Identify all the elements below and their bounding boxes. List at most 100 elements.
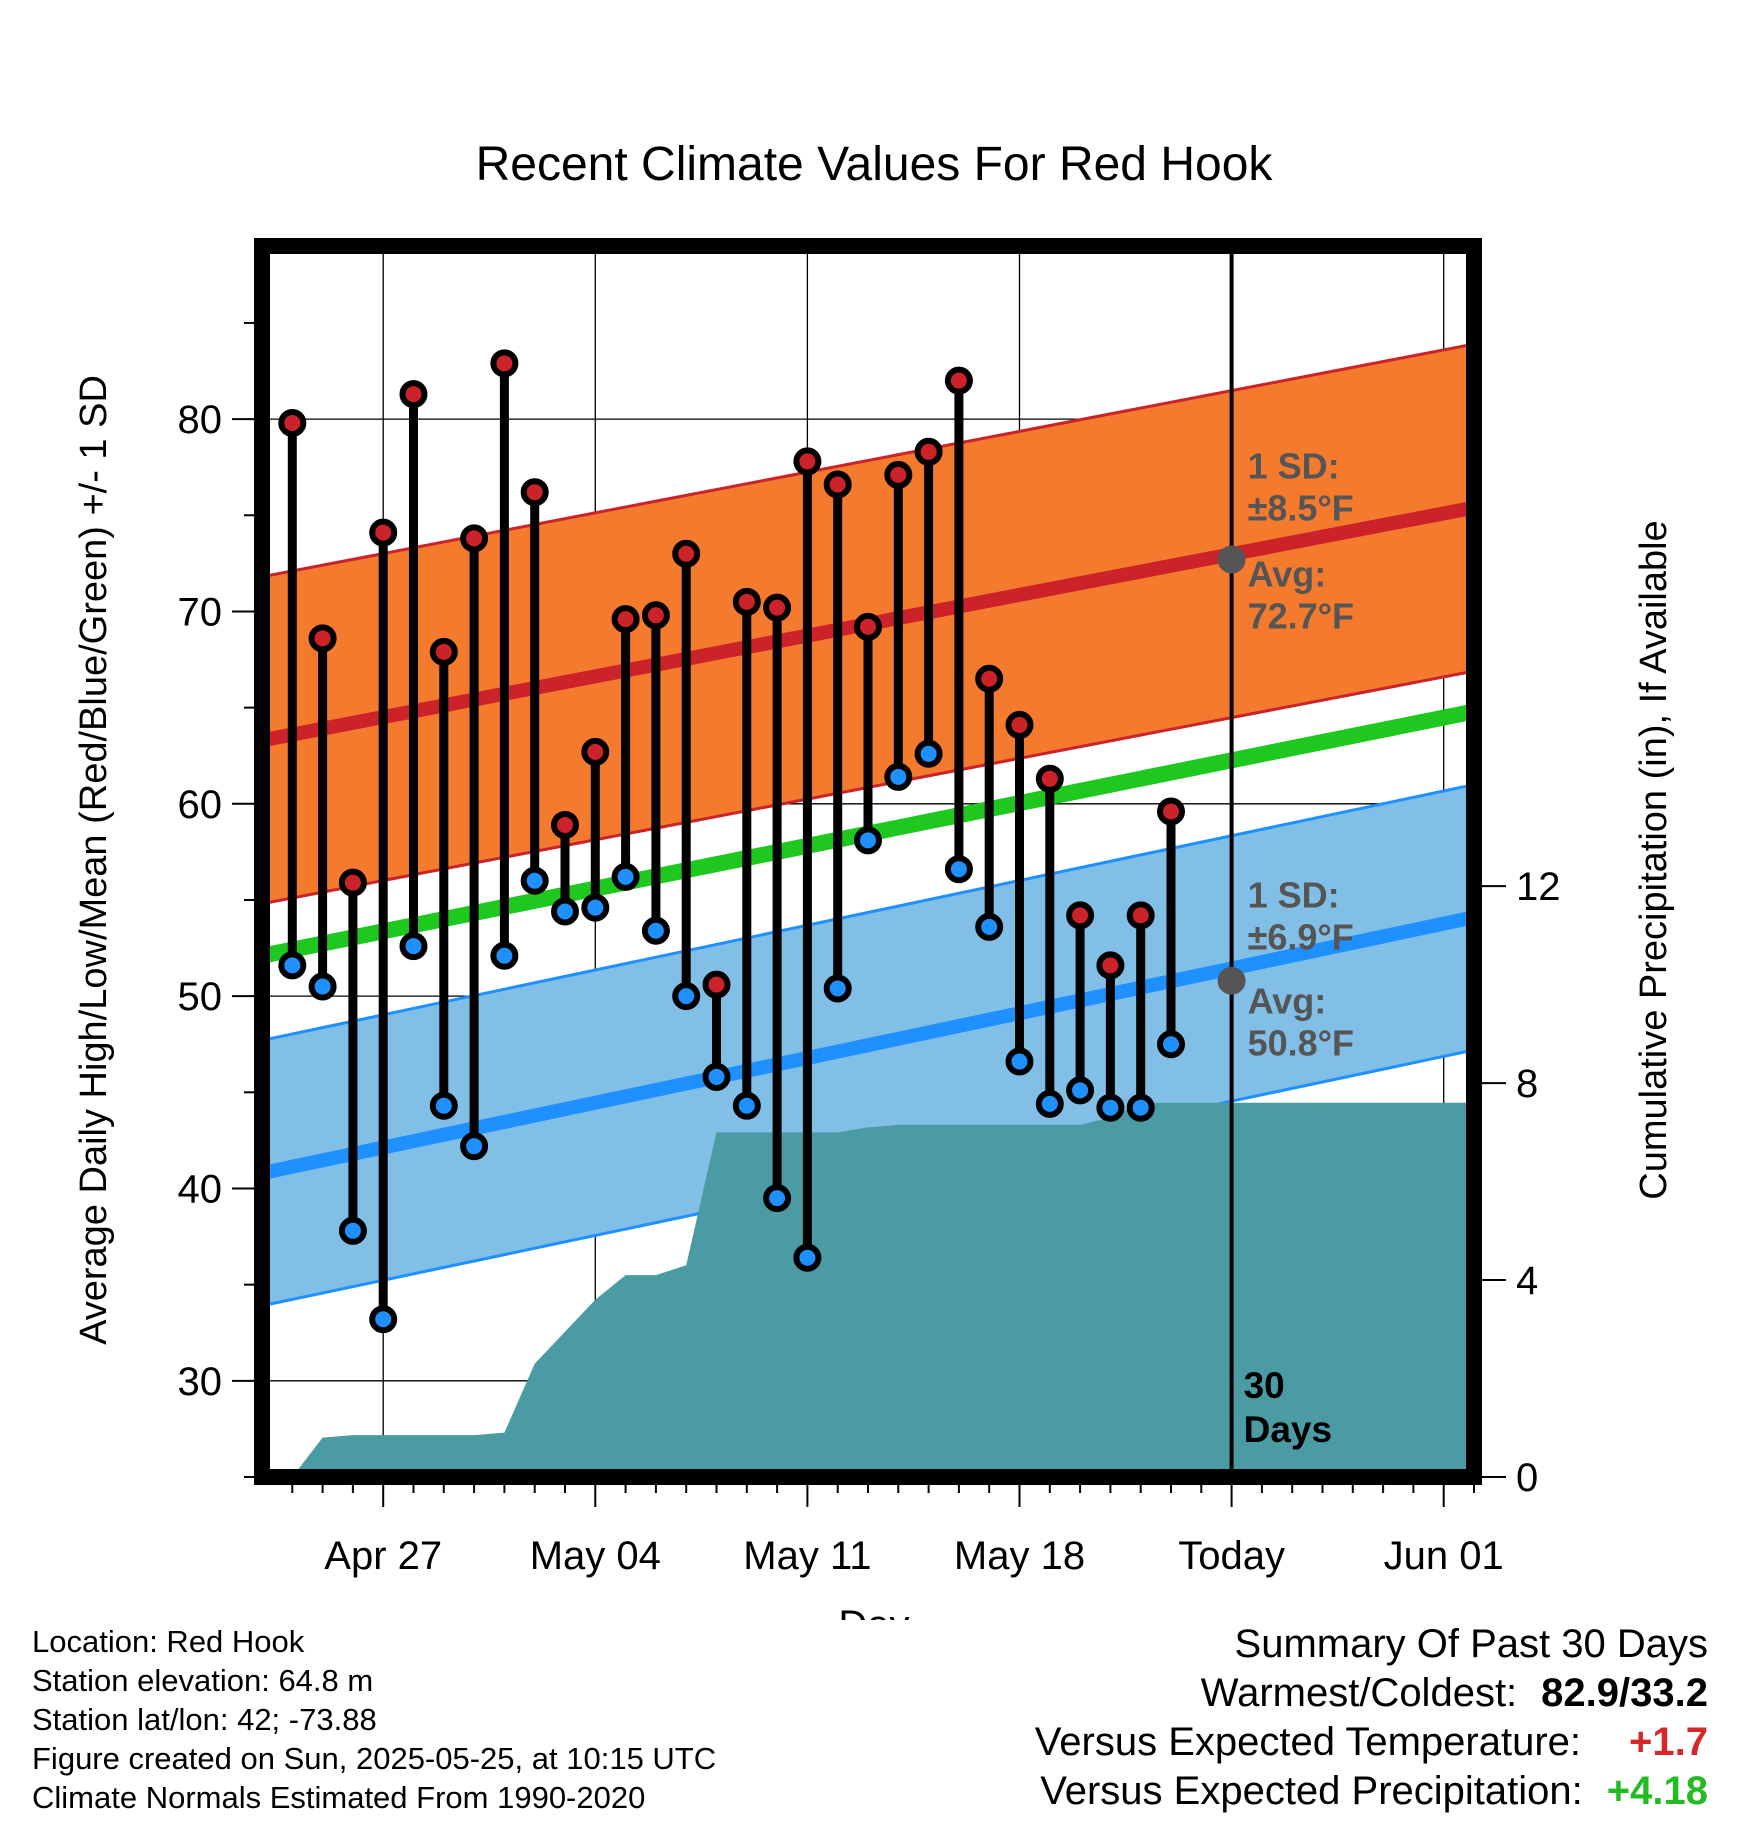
high-sd-annotation: 1 SD: ±8.5°F <box>1248 446 1354 529</box>
daily-high-point <box>611 605 640 634</box>
daily-low-point <box>975 912 1004 941</box>
daily-high-point <box>460 524 489 553</box>
daily-low-point <box>490 941 519 970</box>
daily-high-point <box>278 408 307 437</box>
y-tick-label: 80 <box>178 398 223 442</box>
daily-low-point <box>1096 1093 1125 1122</box>
daily-low-point <box>369 1305 398 1334</box>
x-tick-label: Apr 27 <box>324 1534 442 1578</box>
daily-high-point <box>884 460 913 489</box>
daily-low-point <box>763 1184 792 1213</box>
daily-high-point <box>1126 901 1155 930</box>
low-normal-avg-line <box>262 910 1474 1180</box>
precip-label: Versus Expected Precipitation: <box>1040 1769 1583 1813</box>
x-tick-label: May 04 <box>530 1534 661 1578</box>
temp-anomaly-value: +1.7 <box>1629 1720 1708 1764</box>
daily-high-point <box>944 366 973 395</box>
daily-low-point <box>823 974 852 1003</box>
daily-low-point <box>338 1216 367 1245</box>
summary-warmest-coldest: Warmest/Coldest: 82.9/33.2 <box>1035 1669 1708 1718</box>
daily-low-point <box>854 826 882 855</box>
daily-high-point <box>854 612 882 641</box>
plot-inner: 1 SD: ±8.5°F Avg: 72.7°F 1 SD: ±6.9°F Avg: 50.8… <box>262 246 1474 1477</box>
daily-low-point <box>944 855 973 884</box>
daily-low-point <box>460 1132 489 1161</box>
y-tick-label: 40 <box>178 1167 223 1211</box>
y2-axis-label: Cumulative Precipitation (in), If Availa… <box>1633 520 1675 1199</box>
daily-low-point <box>641 916 670 945</box>
summary-panel: Summary Of Past 30 Days Warmest/Coldest:… <box>1035 1620 1708 1816</box>
low-avg-annotation: Avg: 50.8°F <box>1248 980 1354 1063</box>
daily-low-point <box>611 862 640 891</box>
daily-low-point <box>1005 1047 1034 1076</box>
daily-high-point <box>308 624 337 653</box>
daily-high-point <box>490 349 519 378</box>
y-tick-label: 50 <box>178 975 223 1019</box>
summary-heading: Summary Of Past 30 Days <box>1234 1622 1708 1666</box>
temp-label: Versus Expected Temperature: <box>1034 1720 1582 1764</box>
daily-low-point <box>581 893 610 922</box>
daily-low-point <box>732 1091 761 1120</box>
y-tick-label: 60 <box>178 783 223 827</box>
daily-high-point <box>399 380 428 409</box>
warmest-coldest-value: 82.9/33.2 <box>1541 1671 1708 1715</box>
daily-high-point <box>732 587 761 616</box>
y2-tick-label: 0 <box>1516 1456 1538 1500</box>
daily-high-point <box>914 437 943 466</box>
daily-high-point <box>1157 797 1185 826</box>
precip-anomaly-value: +4.18 <box>1606 1769 1708 1813</box>
high-avg-annotation: Avg: 72.7°F <box>1248 553 1354 636</box>
x-tick-label: Jun 01 <box>1384 1534 1504 1578</box>
daily-high-point <box>338 868 367 897</box>
warmest-coldest-label: Warmest/Coldest: <box>1200 1671 1518 1715</box>
y2-tick-label: 12 <box>1516 865 1561 909</box>
daily-high-point <box>702 970 731 999</box>
daily-low-point <box>884 762 913 791</box>
daily-low-point <box>914 739 943 768</box>
daily-low-point <box>702 1062 731 1091</box>
daily-low-point <box>1157 1030 1185 1059</box>
plot-area: 1 SD: ±8.5°F Avg: 72.7°F 1 SD: ±6.9°F Avg: 50.8… <box>178 238 1561 1578</box>
x-tick-label: May 11 <box>743 1534 871 1578</box>
location-text: Location: Red Hook <box>32 1624 305 1659</box>
y2-tick-label: 8 <box>1516 1062 1538 1106</box>
daily-low-point <box>1126 1093 1155 1122</box>
daily-high-point <box>581 737 610 766</box>
y-tick-label: 70 <box>178 590 223 634</box>
daily-low-point <box>1035 1089 1064 1118</box>
summary-precipitation: Versus Expected Precipitation: +4.18 <box>1035 1767 1708 1816</box>
x-axis-label: Day <box>838 1603 909 1620</box>
daily-high-point <box>672 539 701 568</box>
daily-high-point <box>975 664 1004 693</box>
daily-low-point <box>672 982 701 1011</box>
daily-low-point <box>1066 1076 1095 1105</box>
daily-high-point <box>763 593 792 622</box>
daily-low-point <box>551 897 579 926</box>
today-low-avg-marker <box>1217 966 1246 995</box>
chart-title: Recent Climate Values For Red Hook <box>476 138 1274 191</box>
normals-text: Climate Normals Estimated From 1990-2020 <box>32 1780 646 1815</box>
daily-high-point <box>369 518 398 547</box>
daily-low-point <box>399 932 428 961</box>
y-tick-label: 30 <box>178 1360 223 1404</box>
station-info: Location: Red Hook Station elevation: 64… <box>32 1622 716 1817</box>
daily-high-point <box>551 810 579 839</box>
daily-high-point <box>641 601 670 630</box>
daily-low-point <box>520 866 549 895</box>
daily-high-point <box>1096 951 1125 980</box>
plot-frame <box>254 238 1482 1485</box>
daily-high-point <box>520 478 549 507</box>
daily-high-point <box>1066 901 1095 930</box>
today-high-avg-marker <box>1217 545 1246 574</box>
x-tick-label: May 18 <box>954 1534 1085 1578</box>
daily-low-point <box>429 1091 458 1120</box>
y2-tick-label: 4 <box>1516 1259 1538 1303</box>
low-normal-band-upper-edge <box>262 783 1474 1042</box>
daily-high-point <box>823 470 852 499</box>
daily-high-point <box>793 447 822 476</box>
today-window-annotation: 30 Days <box>1244 1365 1332 1450</box>
precipitation-area <box>292 1102 1474 1477</box>
latlon-text: Station lat/lon: 42; -73.88 <box>32 1702 377 1737</box>
daily-high-point <box>1005 710 1034 739</box>
low-sd-annotation: 1 SD: ±6.9°F <box>1248 875 1354 958</box>
